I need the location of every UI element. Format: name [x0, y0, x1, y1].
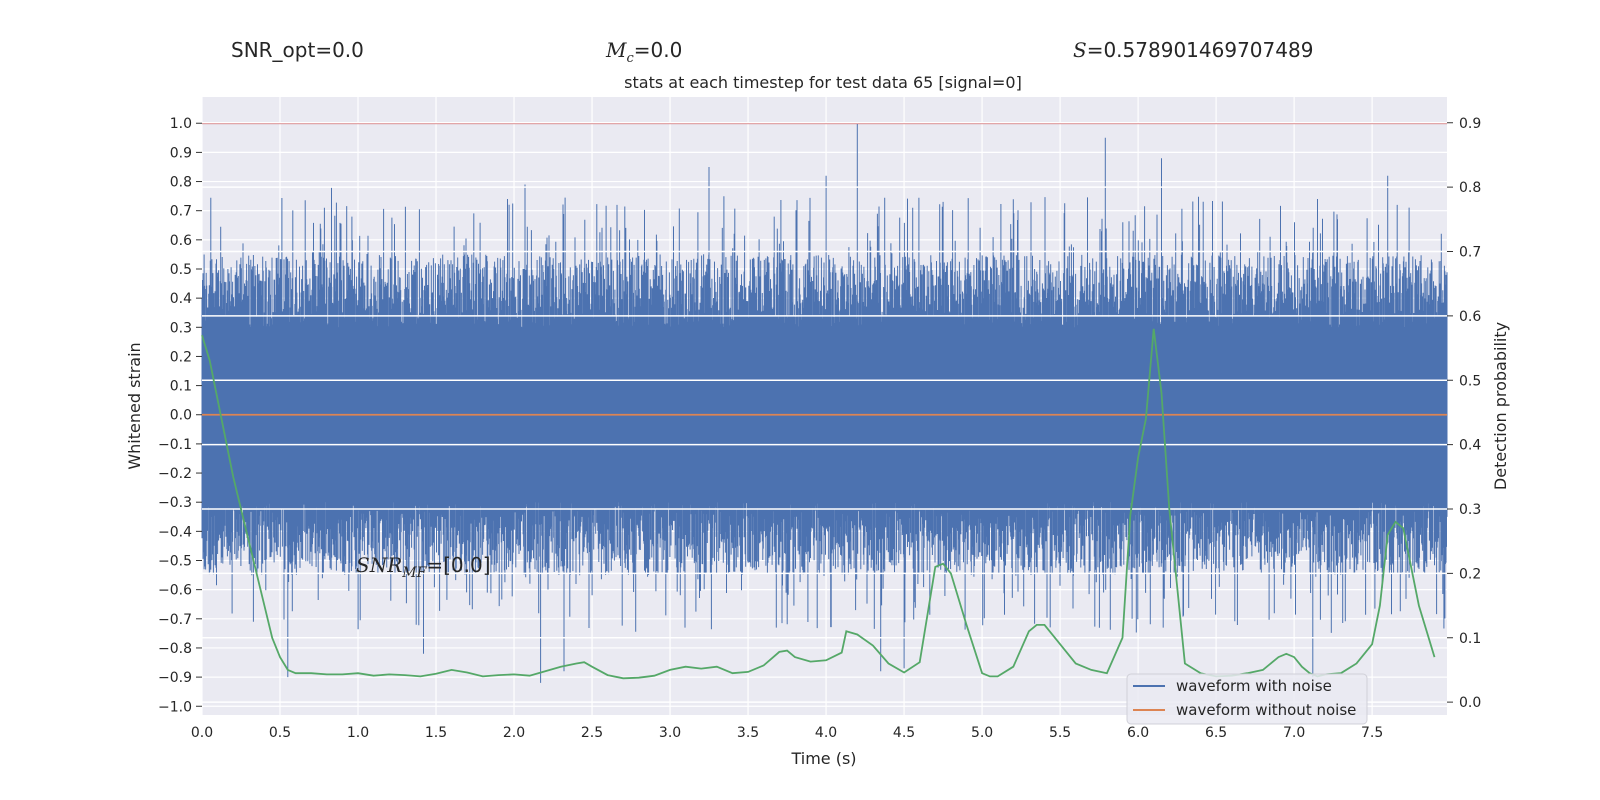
x-tick-labels: 0.0 0.5 1.0 1.5 2.0 2.5 3.0 3.5 4.0 4.5 5.0 5.5 6.0 6… [191, 725, 1383, 741]
y-tick-label: 0.9 [170, 145, 192, 161]
y-tick-label: 0.1 [170, 379, 192, 395]
x-tick-label: 4.0 [815, 725, 837, 741]
snr-opt-label: SNR_opt=0.0 [231, 38, 364, 62]
x-tick-label: 1.0 [347, 725, 369, 741]
y-tick-label: 0.0 [170, 408, 192, 424]
x-tick-label: 3.0 [659, 725, 681, 741]
y-tick-label: −0.8 [158, 641, 192, 657]
x-tick-label: 6.0 [1127, 725, 1149, 741]
y-tick-label: 0.3 [170, 320, 192, 336]
y-tick-label: −0.1 [158, 437, 192, 453]
x-axis-label: Time (s) [790, 749, 856, 768]
snr-mf-value: =[0.0] [426, 553, 490, 577]
legend-box [1126, 673, 1368, 725]
y2-tick-label: 0.2 [1459, 566, 1481, 582]
right-axis-grid [202, 122, 1447, 703]
s-value: =0.578901469707489 [1086, 38, 1314, 62]
right-tick-labels: 0.9 0.8 0.7 0.6 0.5 0.4 0.3 0.2 0.1 0.0 [1447, 116, 1481, 711]
y-tick-label: 0.4 [170, 291, 192, 307]
y-tick-label: −0.7 [158, 612, 192, 628]
x-tick-label: 0.0 [191, 725, 213, 741]
snr-mf-subscript: MF [401, 565, 427, 581]
y-tick-label: 0.5 [170, 262, 192, 278]
plot-area [201, 122, 1448, 703]
x-tick-label: 3.5 [737, 725, 759, 741]
x-tick-label: 1.5 [425, 725, 447, 741]
y-tick-label: −0.9 [158, 670, 192, 686]
legend-label-noisy: waveform with noise [1176, 677, 1332, 695]
s-stat-label: S=0.578901469707489 [1073, 38, 1313, 62]
y-tick-label: −1.0 [158, 699, 192, 715]
x-tick-label: 0.5 [269, 725, 291, 741]
y2-tick-label: 0.4 [1459, 438, 1481, 454]
snr-mf-symbol: SNR [356, 553, 402, 577]
x-tick-label: 2.0 [503, 725, 525, 741]
x-tick-label: 7.0 [1283, 725, 1305, 741]
y-tick-label: 0.8 [170, 175, 192, 191]
y2-tick-label: 0.6 [1459, 309, 1481, 325]
chirp-mass-label: Mc=0.0 [606, 38, 682, 66]
y2-tick-label: 0.9 [1459, 116, 1481, 132]
y-tick-label: 0.6 [170, 233, 192, 249]
y-tick-label: −0.2 [158, 466, 192, 482]
mc-symbol: Mc [606, 38, 634, 66]
x-tick-label: 2.5 [581, 725, 603, 741]
snr-opt-text: SNR_opt=0.0 [231, 38, 364, 62]
y-tick-label: −0.6 [158, 583, 192, 599]
y2-tick-label: 0.1 [1459, 631, 1481, 647]
legend: waveform with noise waveform without noi… [1126, 673, 1368, 725]
y-axis-label: Whitened strain [125, 342, 144, 469]
y-tick-label: 1.0 [170, 116, 192, 132]
s-symbol: S [1073, 38, 1087, 62]
y2-tick-label: 0.3 [1459, 502, 1481, 518]
x-tick-label: 4.5 [893, 725, 915, 741]
chart-title: stats at each timestep for test data 65 … [624, 73, 1022, 92]
x-tick-label: 5.0 [971, 725, 993, 741]
y2-tick-label: 0.5 [1459, 373, 1481, 389]
y-tick-label: −0.4 [158, 524, 192, 540]
mc-value: =0.0 [633, 38, 683, 62]
y2-axis-label: Detection probability [1491, 322, 1510, 490]
waveform-with-noise-line [201, 123, 1448, 683]
y-tick-labels: 1.0 0.9 0.8 0.7 0.6 0.5 0.4 0.3 0.2 0.1 0.0 −0.1 −0.… [158, 116, 202, 715]
x-tick-label: 7.5 [1361, 725, 1383, 741]
snr-mf-annotation: SNRMF=[0.0] [356, 553, 491, 581]
y2-tick-label: 0.0 [1459, 695, 1481, 711]
x-tick-label: 6.5 [1205, 725, 1227, 741]
y-tick-label: 0.2 [170, 349, 192, 365]
x-tick-label: 5.5 [1049, 725, 1071, 741]
y-tick-label: −0.3 [158, 495, 192, 511]
y2-tick-label: 0.8 [1459, 180, 1481, 196]
y-tick-label: −0.5 [158, 554, 192, 570]
detection-probability-line [201, 328, 1436, 680]
y2-tick-label: 0.7 [1459, 245, 1481, 261]
y-tick-label: 0.7 [170, 204, 192, 220]
legend-label-clean: waveform without noise [1176, 701, 1356, 719]
